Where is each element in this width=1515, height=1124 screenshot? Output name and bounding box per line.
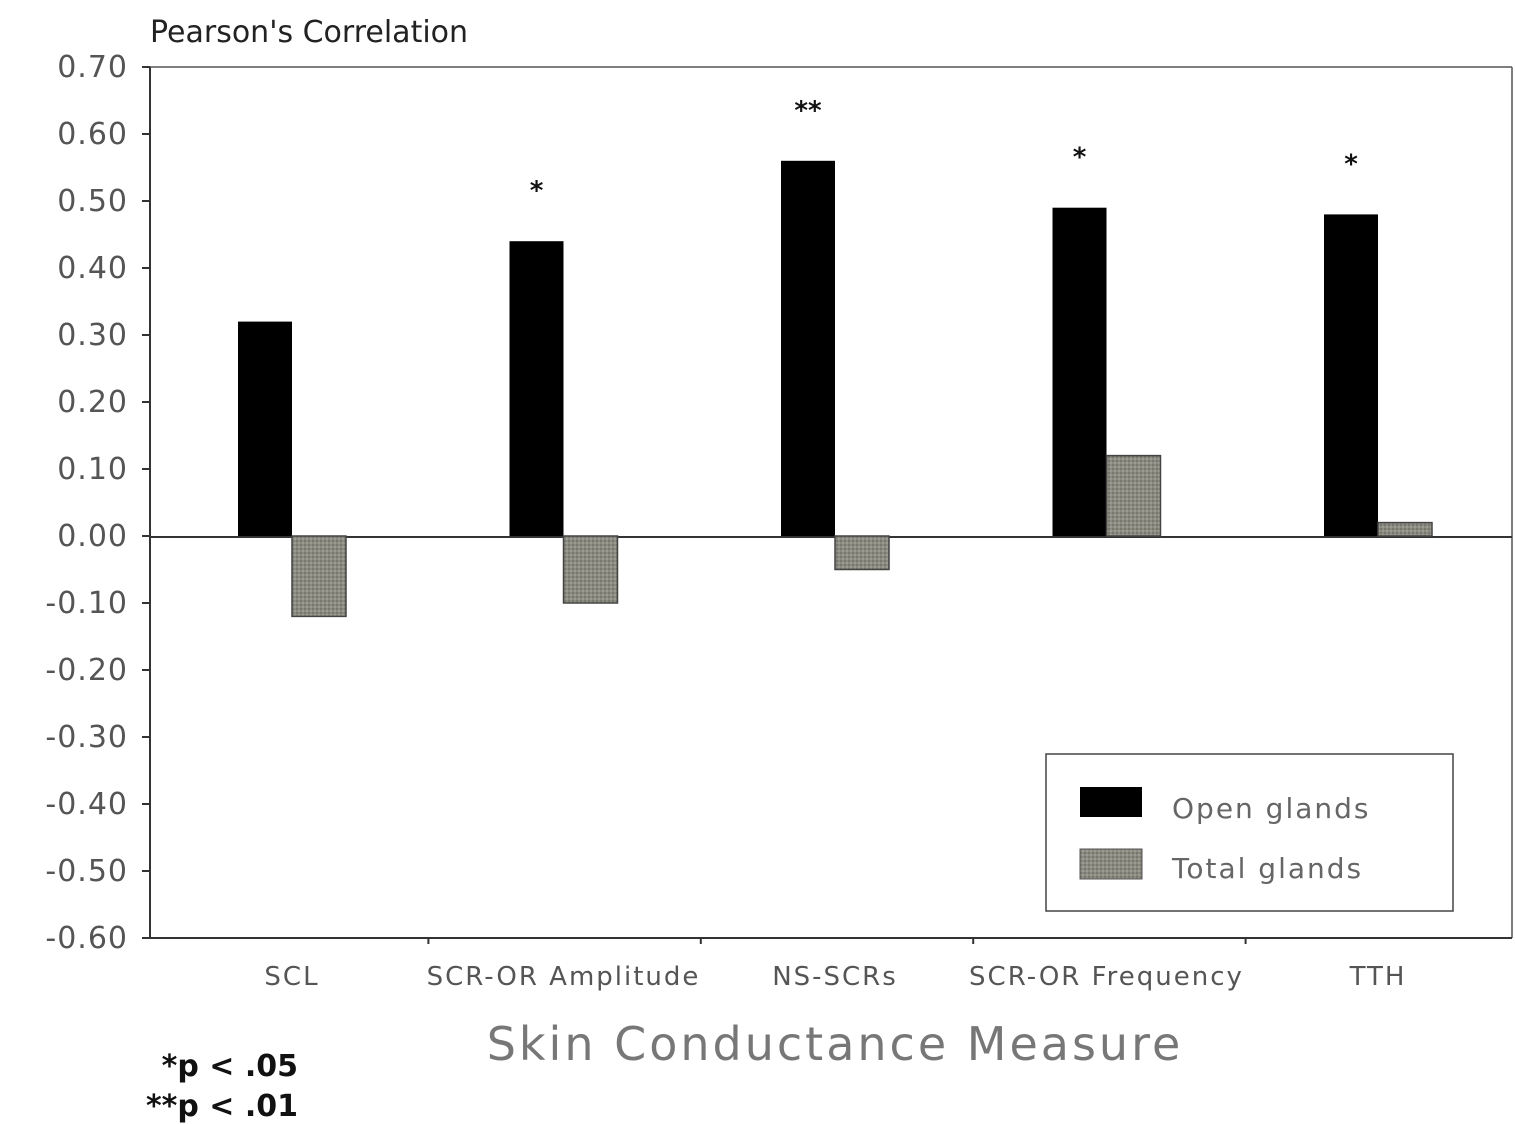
y-tick-label: 0.20 bbox=[57, 385, 128, 420]
y-tick-label: -0.40 bbox=[45, 787, 128, 822]
legend-swatch-total-glands bbox=[1079, 848, 1143, 880]
legend-label-open-glands: Open glands bbox=[1172, 792, 1371, 825]
category-label-scl: SCL bbox=[264, 962, 319, 992]
significance-marks: **** * bbox=[530, 96, 1359, 206]
legend: Open glands Total glands bbox=[1045, 753, 1454, 912]
bar-open-glands-ns-scrs bbox=[781, 160, 835, 537]
bars bbox=[238, 160, 1433, 618]
y-tick-label: 0.70 bbox=[57, 50, 128, 85]
bar-total-glands-scl bbox=[291, 535, 347, 618]
y-tick-label: -0.20 bbox=[45, 653, 128, 688]
y-tick-label: 0.50 bbox=[57, 184, 128, 219]
category-label-tth: TTH bbox=[1349, 962, 1407, 992]
bar-open-glands-scr-or-frequency bbox=[1052, 207, 1107, 536]
legend-swatch-open-glands bbox=[1080, 787, 1142, 817]
x-axis-label: Skin Conductance Measure bbox=[487, 1017, 1184, 1071]
y-tick-label: -0.30 bbox=[45, 720, 128, 755]
bar-total-glands-scr-or-amplitude bbox=[562, 535, 619, 604]
bar-total-glands-scr-or-frequency bbox=[1105, 454, 1162, 537]
y-axis-label: Pearson's Correlation bbox=[150, 15, 468, 50]
y-tick-label: 0.40 bbox=[57, 251, 128, 286]
bar-total-glands-tth bbox=[1377, 521, 1433, 537]
significance-mark-scr-or-amplitude: * bbox=[530, 176, 544, 206]
footnote-p01: **p < .01 bbox=[146, 1089, 298, 1124]
bar-open-glands-scl bbox=[238, 321, 292, 536]
legend-label-total-glands: Total glands bbox=[1171, 852, 1363, 885]
y-tick-label: 0.10 bbox=[57, 452, 128, 487]
significance-mark-scr-or-frequency: * bbox=[1073, 143, 1087, 173]
category-label-ns-scrs: NS-SCRs bbox=[772, 962, 898, 992]
y-tick-label: 0.60 bbox=[57, 117, 128, 152]
bar-open-glands-scr-or-amplitude bbox=[509, 241, 564, 536]
bar-total-glands-ns-scrs bbox=[834, 535, 890, 571]
y-tick-label: 0.00 bbox=[57, 519, 128, 554]
bar-open-glands-tth bbox=[1324, 214, 1378, 536]
y-tick-label: -0.60 bbox=[45, 921, 128, 956]
y-ticks: 0.70 0.60 0.50 0.40 0.30 0.20 0.10 0.00 -0.10 -0.… bbox=[45, 50, 150, 956]
y-tick-label: -0.10 bbox=[45, 586, 128, 621]
legend-box bbox=[1045, 753, 1454, 912]
significance-mark-tth: * bbox=[1344, 149, 1358, 179]
y-tick-label: -0.50 bbox=[45, 854, 128, 889]
significance-mark-ns-scrs: ** bbox=[794, 96, 822, 126]
category-labels: SCL SCR-OR Amplitude NS-SCRs SCR-OR Frequen… bbox=[264, 938, 1407, 992]
y-tick-label: 0.30 bbox=[57, 318, 128, 353]
category-label-scr-or-amplitude: SCR-OR Amplitude bbox=[427, 962, 701, 992]
category-label-scr-or-frequency: SCR-OR Frequency bbox=[969, 962, 1244, 992]
footnote-p05: *p < .05 bbox=[162, 1049, 298, 1084]
